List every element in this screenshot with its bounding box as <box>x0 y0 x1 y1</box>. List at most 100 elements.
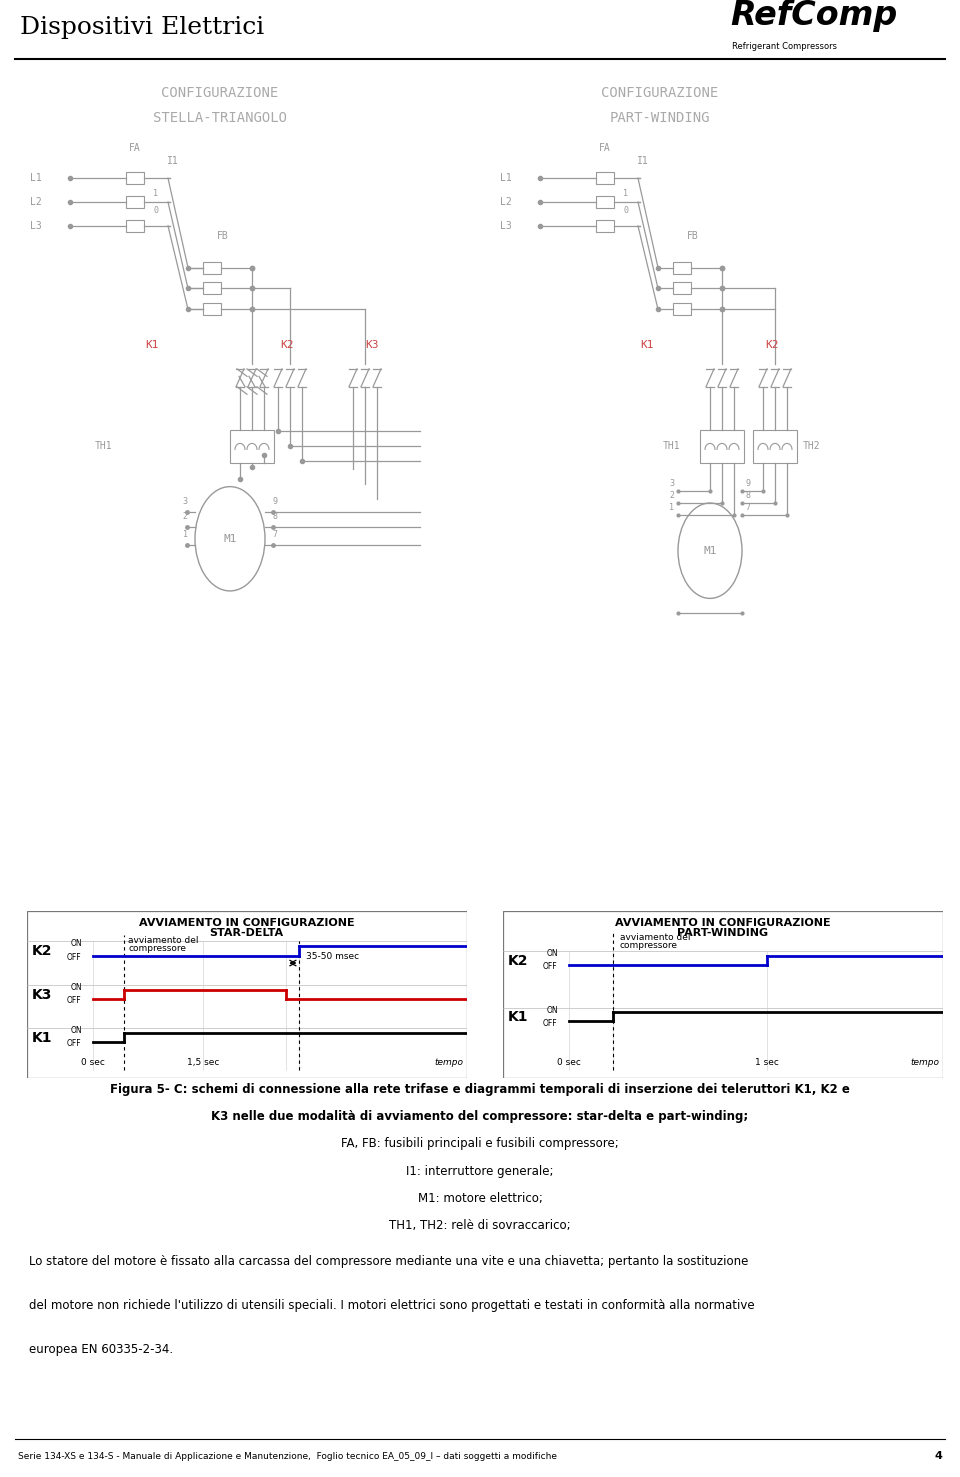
Text: 3: 3 <box>669 479 675 487</box>
Bar <box>126 173 144 185</box>
Text: 1 sec: 1 sec <box>755 1058 779 1068</box>
Text: 1: 1 <box>182 530 187 539</box>
Text: PART-WINDING: PART-WINDING <box>610 111 710 126</box>
Text: L1: L1 <box>500 173 512 183</box>
Bar <box>596 196 614 208</box>
Text: L2: L2 <box>31 196 42 207</box>
Text: avviamento del: avviamento del <box>128 935 199 944</box>
Text: 1,5 sec: 1,5 sec <box>186 1058 219 1068</box>
Text: FB: FB <box>687 230 699 241</box>
Bar <box>203 261 221 273</box>
Text: ON: ON <box>71 1027 83 1035</box>
Text: OFF: OFF <box>66 1040 81 1049</box>
Text: FB: FB <box>217 230 228 241</box>
Bar <box>596 173 614 185</box>
Text: CONFIGURAZIONE: CONFIGURAZIONE <box>601 86 719 100</box>
Text: TH1: TH1 <box>94 442 112 452</box>
Text: K2: K2 <box>280 340 294 350</box>
Text: I1: I1 <box>167 157 179 167</box>
Text: 35-50 msec: 35-50 msec <box>306 951 359 960</box>
Text: Dispositivi Elettrici: Dispositivi Elettrici <box>20 16 264 40</box>
Text: AVVIAMENTO IN CONFIGURAZIONE: AVVIAMENTO IN CONFIGURAZIONE <box>139 919 354 928</box>
Text: Refrigerant Compressors: Refrigerant Compressors <box>732 41 837 52</box>
Text: AVVIAMENTO IN CONFIGURAZIONE: AVVIAMENTO IN CONFIGURAZIONE <box>615 919 830 928</box>
Text: ON: ON <box>71 939 83 948</box>
Bar <box>126 220 144 232</box>
Text: europea EN 60335-2-34.: europea EN 60335-2-34. <box>29 1343 173 1356</box>
Text: OFF: OFF <box>542 962 557 970</box>
Text: STELLA-TRIANGOLO: STELLA-TRIANGOLO <box>153 111 287 126</box>
Text: ON: ON <box>547 1006 559 1015</box>
Text: CONFIGURAZIONE: CONFIGURAZIONE <box>161 86 278 100</box>
Text: Lo statore del motore è fissato alla carcassa del compressore mediante una vite : Lo statore del motore è fissato alla car… <box>29 1255 748 1269</box>
Text: M1: M1 <box>224 533 237 544</box>
Text: 7: 7 <box>273 530 277 539</box>
Text: FA, FB: fusibili principali e fusibili compressore;: FA, FB: fusibili principali e fusibili c… <box>341 1137 619 1151</box>
Text: TH1: TH1 <box>662 442 680 452</box>
Bar <box>753 430 797 462</box>
Text: Figura 5- C: schemi di connessione alla rete trifase e diagrammi temporali di in: Figura 5- C: schemi di connessione alla … <box>110 1083 850 1096</box>
Text: 7: 7 <box>746 504 751 513</box>
Text: K3: K3 <box>32 988 52 1001</box>
Circle shape <box>195 486 265 591</box>
Bar <box>203 303 221 315</box>
Text: 0: 0 <box>623 207 629 216</box>
Text: ON: ON <box>71 982 83 991</box>
Text: K1: K1 <box>640 340 654 350</box>
Text: tempo: tempo <box>435 1058 464 1068</box>
Text: 0 sec: 0 sec <box>81 1058 105 1068</box>
Text: Serie 134-XS e 134-S - Manuale di Applicazione e Manutenzione,  Foglio tecnico E: Serie 134-XS e 134-S - Manuale di Applic… <box>18 1452 557 1461</box>
Bar <box>203 282 221 294</box>
Text: K3: K3 <box>365 340 378 350</box>
Text: 2: 2 <box>182 513 187 521</box>
Text: L1: L1 <box>31 173 42 183</box>
Text: OFF: OFF <box>66 995 81 1006</box>
Text: K1: K1 <box>508 1010 528 1024</box>
Text: FA: FA <box>599 143 611 152</box>
Text: 3: 3 <box>182 496 187 507</box>
Text: 8: 8 <box>273 513 277 521</box>
Text: OFF: OFF <box>66 953 81 962</box>
Text: TH1, TH2: relè di sovraccarico;: TH1, TH2: relè di sovraccarico; <box>389 1219 571 1232</box>
Text: FA: FA <box>130 143 141 152</box>
Text: I1: I1 <box>637 157 649 167</box>
Text: K2: K2 <box>765 340 779 350</box>
Text: 1: 1 <box>669 504 675 513</box>
Text: K3 nelle due modalità di avviamento del compressore: star-delta e part-winding;: K3 nelle due modalità di avviamento del … <box>211 1109 749 1123</box>
Text: STAR-DELTA: STAR-DELTA <box>209 928 284 938</box>
Text: compressore: compressore <box>128 944 186 953</box>
Text: L2: L2 <box>500 196 512 207</box>
Text: RefComp: RefComp <box>730 0 898 32</box>
Text: 0: 0 <box>154 207 158 216</box>
Text: K1: K1 <box>32 1031 52 1046</box>
Bar <box>596 220 614 232</box>
Text: 1: 1 <box>154 189 158 198</box>
Text: K2: K2 <box>32 944 52 959</box>
Text: PART-WINDING: PART-WINDING <box>678 928 768 938</box>
Bar <box>673 282 691 294</box>
Text: ON: ON <box>547 950 559 959</box>
Text: avviamento del: avviamento del <box>619 933 690 942</box>
Circle shape <box>678 504 742 598</box>
Text: K1: K1 <box>145 340 158 350</box>
Text: K2: K2 <box>508 954 528 967</box>
Bar <box>700 430 744 462</box>
Text: OFF: OFF <box>542 1019 557 1028</box>
Text: 2: 2 <box>669 490 675 501</box>
Text: 4: 4 <box>934 1452 942 1461</box>
Text: TH2: TH2 <box>803 442 821 452</box>
Text: 0 sec: 0 sec <box>557 1058 581 1068</box>
Text: del motore non richiede l'utilizzo di utensili speciali. I motori elettrici sono: del motore non richiede l'utilizzo di ut… <box>29 1300 755 1313</box>
Text: I1: interruttore generale;: I1: interruttore generale; <box>406 1164 554 1177</box>
Text: L3: L3 <box>31 222 42 230</box>
Bar <box>673 261 691 273</box>
Bar <box>126 196 144 208</box>
Bar <box>673 303 691 315</box>
Text: 1: 1 <box>623 189 629 198</box>
Text: tempo: tempo <box>911 1058 940 1068</box>
Text: L3: L3 <box>500 222 512 230</box>
Text: 8: 8 <box>746 490 751 501</box>
Text: 9: 9 <box>746 479 751 487</box>
Text: M1: M1 <box>704 545 717 555</box>
Text: compressore: compressore <box>619 941 678 950</box>
